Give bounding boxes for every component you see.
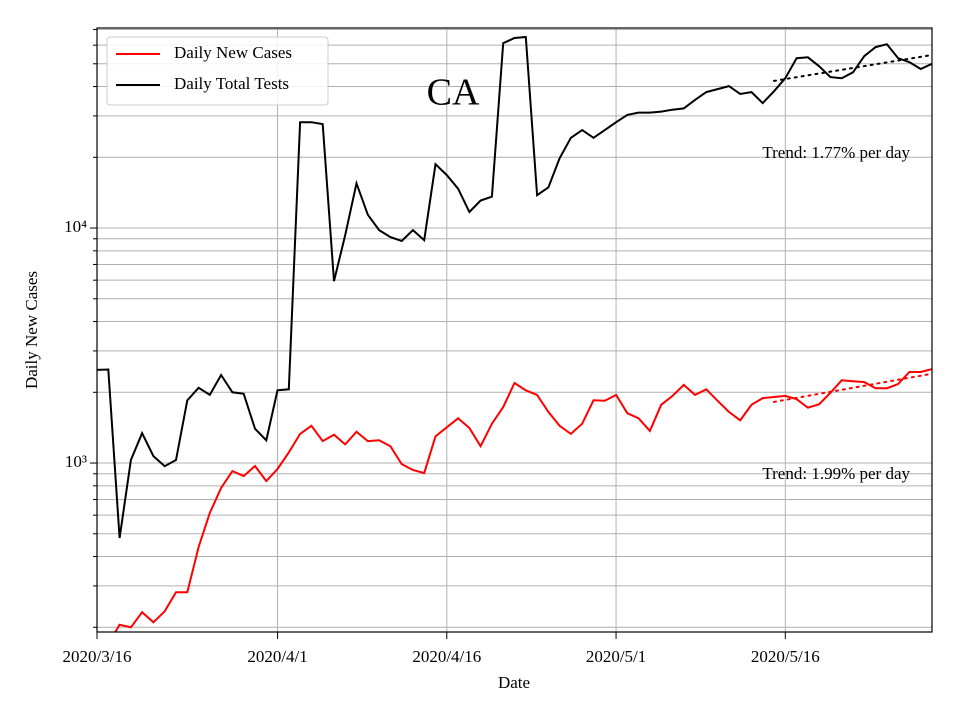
grid <box>96 28 932 632</box>
legend-label: Daily Total Tests <box>174 74 289 93</box>
series-line <box>97 35 932 539</box>
trend-label: Trend: 1.99% per day <box>762 464 910 483</box>
plot-frame <box>96 27 933 633</box>
legend-label: Daily New Cases <box>174 43 292 62</box>
x-tick-label: 2020/4/1 <box>247 647 307 666</box>
series-line <box>114 368 932 632</box>
plot-lines <box>97 35 932 632</box>
legend-box <box>106 36 329 106</box>
x-axis-label: Date <box>498 673 530 692</box>
x-tick-label: 2020/4/16 <box>412 647 481 666</box>
x-tick-label: 2020/5/1 <box>586 647 646 666</box>
legend: Daily New Cases Daily Total Tests <box>106 36 329 106</box>
annotation: CA <box>427 72 480 114</box>
y-tick-label: 10⁴ <box>64 217 87 236</box>
trend-line <box>773 372 932 403</box>
y-axis-label: Daily New Cases <box>22 271 41 389</box>
trend-label: Trend: 1.77% per day <box>762 143 910 162</box>
axes: 10³ 10⁴ 2020/3/16 2020/4/1 2020/4/16 2020/5/1… <box>63 28 820 666</box>
trend-line <box>773 54 932 82</box>
x-tick-label: 2020/3/16 <box>63 647 132 666</box>
y-tick-label: 10³ <box>65 452 87 471</box>
x-tick-label: 2020/5/16 <box>751 647 820 666</box>
